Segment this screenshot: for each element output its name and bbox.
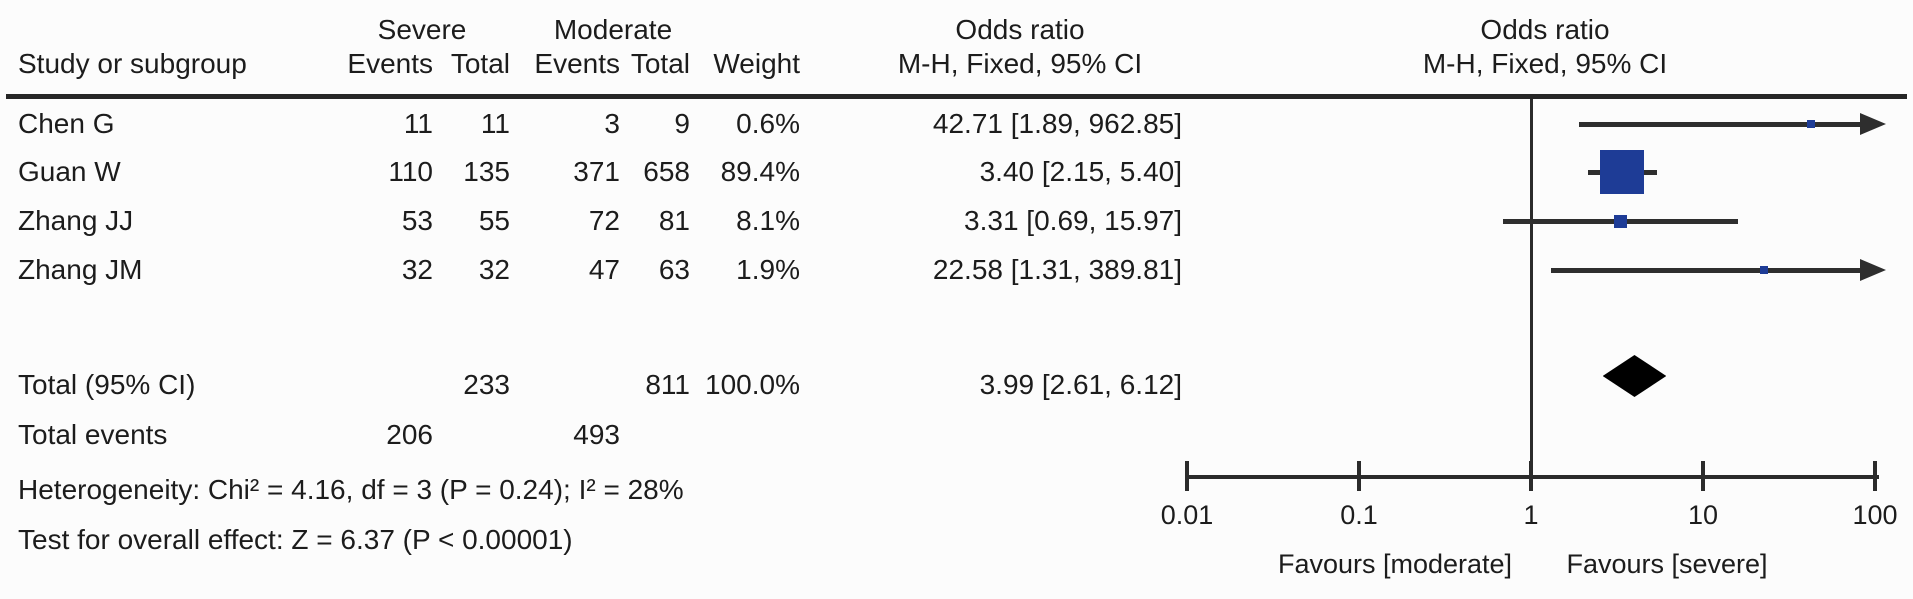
mh-fixed-ci-column-header: M-H, Fixed, 95% CI <box>897 48 1143 79</box>
ci-arrow-right-icon <box>1860 113 1886 135</box>
study-row-weight: 8.1% <box>736 205 800 236</box>
study-row-moderate_events: 47 <box>588 254 620 285</box>
x-axis-tick <box>1701 461 1705 491</box>
study-row-severe_events: 110 <box>388 156 433 187</box>
heterogeneity-stat: Heterogeneity: Chi² = 4.16, df = 3 (P = … <box>18 474 684 505</box>
x-axis-tick-label: 10 <box>1687 500 1719 530</box>
severe-group-header: Severe <box>377 14 467 45</box>
or-point-square <box>1807 120 1815 128</box>
plot-odds-ratio-header: Odds ratio <box>1480 14 1610 45</box>
study-row-moderate_total: 658 <box>643 156 690 187</box>
header-divider <box>6 94 1907 99</box>
study-row-label: Guan W <box>18 156 121 187</box>
total-row-label: Total (95% CI) <box>18 369 196 400</box>
total-weight: 100.0% <box>705 369 800 400</box>
ci-arrow-right-icon <box>1860 259 1886 281</box>
total-events-moderate: 493 <box>573 419 620 450</box>
x-axis-tick-label: 0.01 <box>1160 500 1214 530</box>
study-column-header: Study or subgroup <box>18 48 247 79</box>
study-row-or-ci: 42.71 [1.89, 962.85] <box>932 108 1182 139</box>
x-axis-tick-label: 100 <box>1852 500 1898 530</box>
total-events-label: Total events <box>18 419 168 450</box>
study-row-or-ci: 3.31 [0.69, 15.97] <box>964 205 1182 236</box>
moderate-events-header: Events <box>534 48 620 79</box>
study-row-moderate_events: 72 <box>588 205 620 236</box>
study-row-label: Zhang JJ <box>18 205 134 236</box>
severe-events-header: Events <box>347 48 433 79</box>
weight-header: Weight <box>713 48 800 79</box>
total-or-ci: 3.99 [2.61, 6.12] <box>979 369 1182 400</box>
study-row-weight: 1.9% <box>736 254 800 285</box>
study-row-moderate_total: 9 <box>674 108 690 139</box>
null-effect-line <box>1530 99 1533 479</box>
study-row-moderate_total: 81 <box>658 205 690 236</box>
odds-ratio-column-header: Odds ratio <box>955 14 1085 45</box>
ci-line <box>1578 122 1862 127</box>
moderate-group-header: Moderate <box>553 14 673 45</box>
favours-left-label: Favours [moderate] <box>1277 549 1513 579</box>
study-row-severe_total: 135 <box>463 156 510 187</box>
x-axis-tick <box>1185 461 1189 491</box>
severe-total-header: Total <box>450 48 510 79</box>
total-events-severe: 206 <box>386 419 433 450</box>
study-row-moderate_total: 63 <box>658 254 690 285</box>
or-point-square <box>1600 150 1644 194</box>
overall-effect-stat: Test for overall effect: Z = 6.37 (P < 0… <box>18 524 573 555</box>
study-row-severe_events: 11 <box>403 108 433 139</box>
study-row-severe_total: 11 <box>480 108 510 139</box>
study-row-severe_total: 55 <box>478 205 510 236</box>
moderate-total-header: Total <box>630 48 690 79</box>
total-severe-total: 233 <box>463 369 510 400</box>
plot-mh-fixed-ci-header: M-H, Fixed, 95% CI <box>1422 48 1668 79</box>
study-row-label: Zhang JM <box>18 254 143 285</box>
study-row-moderate_events: 371 <box>573 156 620 187</box>
study-row-severe_events: 53 <box>401 205 433 236</box>
or-point-square <box>1760 266 1768 274</box>
study-row-severe_events: 32 <box>401 254 433 285</box>
study-row-severe_total: 32 <box>478 254 510 285</box>
study-row-weight: 89.4% <box>720 156 800 187</box>
total-moderate-total: 811 <box>645 369 690 400</box>
x-axis-tick <box>1873 461 1877 491</box>
total-diamond <box>1602 355 1667 397</box>
study-row-label: Chen G <box>18 108 115 139</box>
study-row-moderate_events: 3 <box>604 108 620 139</box>
favours-right-label: Favours [severe] <box>1566 549 1768 579</box>
x-axis-tick-label: 1 <box>1523 500 1539 530</box>
ci-line <box>1551 268 1862 273</box>
x-axis-tick-label: 0.1 <box>1340 500 1378 530</box>
or-point-square <box>1614 215 1627 228</box>
study-row-or-ci: 22.58 [1.31, 389.81] <box>932 254 1182 285</box>
study-row-weight: 0.6% <box>736 108 800 139</box>
x-axis-tick <box>1529 461 1533 491</box>
x-axis-tick <box>1357 461 1361 491</box>
study-row-or-ci: 3.40 [2.15, 5.40] <box>979 156 1182 187</box>
